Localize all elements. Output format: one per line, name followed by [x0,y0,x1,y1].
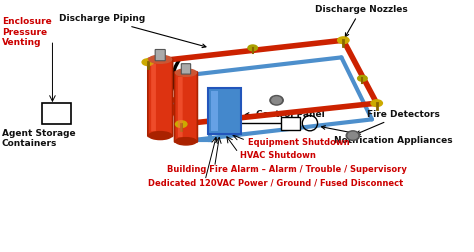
Ellipse shape [248,45,257,51]
Ellipse shape [149,55,172,63]
Text: Discharge Nozzles: Discharge Nozzles [315,5,408,37]
Text: Notification Appliances: Notification Appliances [321,126,452,145]
Bar [42,103,71,124]
Ellipse shape [270,96,283,105]
Ellipse shape [272,97,282,104]
FancyBboxPatch shape [155,49,165,61]
FancyBboxPatch shape [151,64,156,131]
Ellipse shape [346,131,360,140]
Text: Dedicated 120VAC Power / Ground / Fused Disconnect: Dedicated 120VAC Power / Ground / Fused … [148,178,403,187]
Ellipse shape [371,100,383,107]
Ellipse shape [175,69,196,76]
Ellipse shape [348,132,357,139]
Ellipse shape [175,138,196,145]
Text: Fire Detectors: Fire Detectors [356,110,440,134]
Text: Control Panel: Control Panel [246,110,324,118]
FancyBboxPatch shape [181,64,191,74]
Text: Equipment Shutdown: Equipment Shutdown [248,138,350,147]
FancyBboxPatch shape [178,77,182,137]
Ellipse shape [175,121,187,128]
Text: Enclosure
Pressure
Venting: Enclosure Pressure Venting [2,17,52,47]
Bar [211,91,219,131]
Text: HVAC Shutdown: HVAC Shutdown [240,150,316,160]
Ellipse shape [142,59,154,66]
Ellipse shape [337,37,349,44]
Bar [282,116,301,130]
Text: Discharge Piping: Discharge Piping [59,14,206,48]
Text: Building Fire Alarm – Alarm / Trouble / Supervisory: Building Fire Alarm – Alarm / Trouble / … [167,165,407,174]
Ellipse shape [357,76,367,81]
Bar [208,88,241,134]
FancyBboxPatch shape [148,58,173,137]
Ellipse shape [149,132,172,140]
Text: Agent Storage
Containers: Agent Storage Containers [2,129,75,148]
FancyBboxPatch shape [174,72,197,142]
